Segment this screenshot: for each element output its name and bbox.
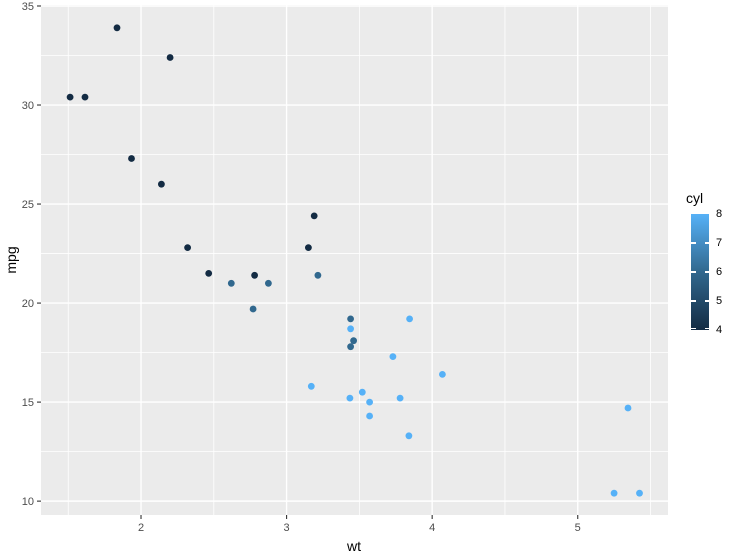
data-point [346,394,354,402]
data-point [624,404,632,412]
x-axis-title: wt [346,538,361,554]
data-point [350,337,357,345]
data-point [305,244,312,252]
data-point [307,382,315,390]
data-point [405,432,413,440]
data-point [113,24,121,32]
x-tick-label: 3 [284,522,290,534]
data-point [205,270,213,277]
y-tick-label: 10 [22,496,34,508]
x-tick-label: 5 [575,522,581,534]
y-tick-label: 30 [22,100,34,112]
y-tick-label: 25 [22,199,34,211]
y-axis-title: mpg [3,246,19,273]
data-point [249,305,257,313]
data-points [66,24,643,497]
data-point [396,394,404,402]
data-point [81,93,89,101]
data-point [265,279,272,287]
data-point [347,343,354,351]
data-point [406,315,413,323]
data-point [636,489,643,497]
data-point [314,271,322,279]
data-point [389,353,397,360]
data-point [166,54,174,61]
data-point [610,489,618,497]
data-point [310,212,318,220]
data-point [366,412,373,420]
data-point [128,155,135,162]
axis-tick-marks [37,5,579,519]
major-gridlines [41,5,668,515]
data-point [358,388,366,396]
data-point [251,271,258,279]
data-point [66,93,74,101]
data-point [347,315,354,323]
x-tick-label: 2 [138,522,144,534]
data-point [184,244,192,252]
data-point [347,325,354,333]
y-tick-label: 20 [22,298,34,310]
axis-tick-labels: 2 3 4 5 10 15 20 25 30 35 [22,1,581,534]
y-tick-label: 15 [22,397,34,409]
minor-gridlines [41,5,668,515]
data-point [227,279,235,287]
x-tick-label: 4 [429,522,435,534]
data-point [158,180,165,188]
y-tick-label: 35 [22,1,34,13]
data-point [366,398,373,406]
data-point [439,371,446,378]
plot-panel-background [41,5,668,515]
